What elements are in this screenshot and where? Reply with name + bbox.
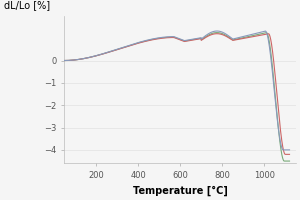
X-axis label: Temperature [°C]: Temperature [°C] [133,185,228,196]
Y-axis label: dL/Lo [%]: dL/Lo [%] [4,0,50,10]
